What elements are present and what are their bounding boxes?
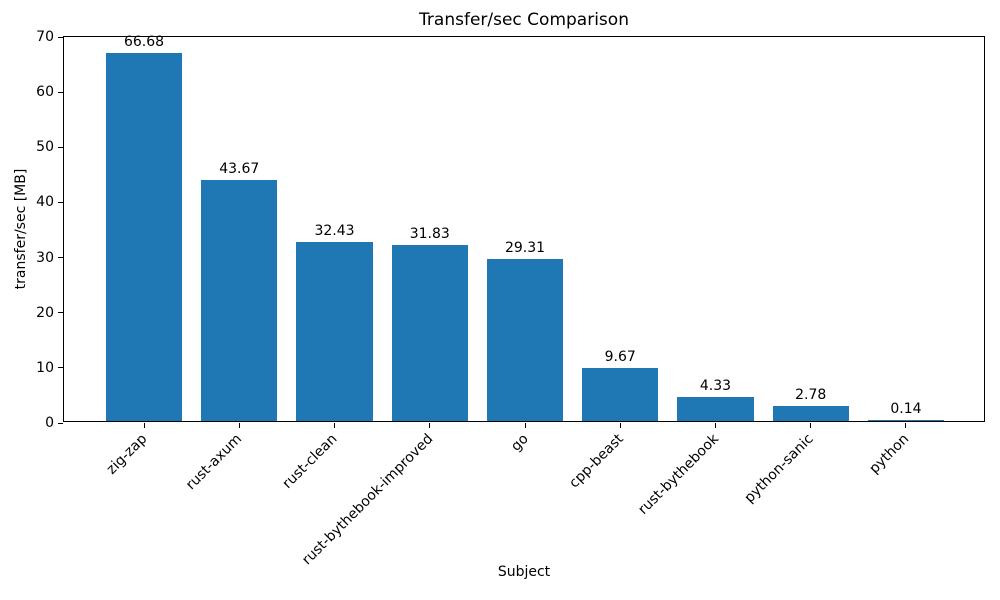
x-tick-label: rust-axum bbox=[183, 431, 246, 494]
x-axis-label: Subject bbox=[497, 564, 551, 580]
x-tick-label: go bbox=[507, 431, 532, 455]
y-tick-mark bbox=[58, 312, 63, 314]
y-tick-mark bbox=[58, 91, 63, 93]
y-tick-label: 20 bbox=[36, 304, 54, 321]
bar-zig-zap bbox=[105, 53, 183, 421]
x-tick-mark bbox=[905, 423, 907, 428]
bar-value-label: 43.67 bbox=[219, 161, 260, 178]
plot-area: 0 10 20 30 40 50 60 70 66.68 zig-zap 43.67 rust-axu… bbox=[36, 29, 985, 568]
bar-cpp-beast bbox=[582, 367, 659, 421]
y-tick-label: 30 bbox=[36, 249, 54, 266]
bar-rust-bythebook bbox=[677, 397, 754, 421]
y-tick-label: 0 bbox=[45, 415, 54, 431]
y-tick-label: 40 bbox=[36, 194, 54, 211]
y-tick-label: 70 bbox=[36, 29, 54, 45]
x-tick-label: python bbox=[866, 431, 913, 477]
y-tick-mark bbox=[58, 201, 63, 203]
bar-value-label: 66.68 bbox=[123, 34, 165, 51]
y-tick-mark bbox=[58, 422, 63, 424]
bar-value-label: 29.31 bbox=[504, 240, 546, 257]
y-tick-mark bbox=[58, 257, 63, 259]
bar-value-label: 32.43 bbox=[314, 223, 355, 240]
chart-title: Transfer/sec Comparison bbox=[419, 10, 629, 30]
bar-rust-bythebook-improved bbox=[391, 245, 468, 421]
x-tick-label: cpp-beast bbox=[566, 431, 627, 492]
bar-value-label: 0.14 bbox=[890, 401, 922, 417]
x-tick-mark bbox=[524, 423, 526, 428]
y-tick-mark bbox=[58, 146, 63, 148]
bar-go bbox=[486, 259, 564, 421]
x-tick-mark bbox=[143, 423, 145, 428]
bar-value-label: 31.83 bbox=[409, 226, 450, 243]
x-tick-mark bbox=[429, 423, 431, 428]
y-tick-mark bbox=[58, 36, 63, 38]
x-tick-mark bbox=[714, 423, 716, 428]
y-tick-label: 50 bbox=[36, 139, 54, 156]
bar-python bbox=[867, 420, 945, 421]
x-tick-label: zig-zap bbox=[103, 431, 151, 478]
y-tick-label: 60 bbox=[36, 84, 54, 101]
x-tick-mark bbox=[619, 423, 621, 428]
bar-value-label: 2.78 bbox=[795, 386, 827, 403]
bar-rust-axum bbox=[201, 180, 278, 421]
x-tick-label: rust-clean bbox=[279, 431, 341, 492]
bar-value-label: 9.67 bbox=[604, 348, 636, 365]
x-tick-mark bbox=[810, 423, 812, 428]
x-tick-mark bbox=[238, 423, 240, 428]
x-tick-label: rust-bythebook bbox=[635, 431, 722, 518]
bar-value-label: 4.33 bbox=[699, 378, 732, 395]
x-tick-label: python-sanic bbox=[741, 431, 818, 507]
y-tick-mark bbox=[58, 367, 63, 369]
y-axis-label: transfer/sec [MB] bbox=[13, 168, 29, 290]
bar-rust-clean bbox=[296, 242, 373, 421]
x-tick-mark bbox=[334, 423, 335, 428]
bar-python-sanic bbox=[772, 405, 849, 421]
y-tick-label: 10 bbox=[36, 359, 54, 376]
